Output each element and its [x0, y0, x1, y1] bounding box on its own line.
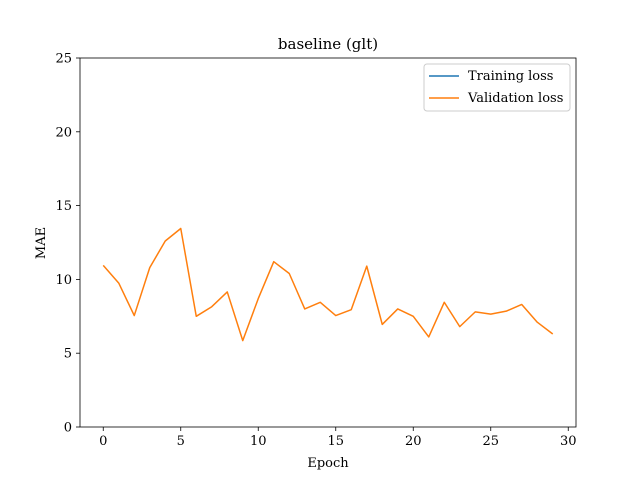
- y-tick-label: 0: [64, 421, 72, 436]
- y-axis-title: MAE: [34, 227, 49, 259]
- series-line-validation-loss: [102, 227, 554, 342]
- legend: Training loss Validation loss: [423, 63, 571, 112]
- plot-area: 0 5 10 15 20 25 30 0 5 10 15 20 25: [55, 52, 576, 450]
- legend-label-validation-loss: Validation loss: [467, 91, 563, 106]
- x-tick-label: 30: [560, 434, 577, 449]
- y-tick-label: 5: [64, 347, 72, 362]
- x-tick-label: 10: [250, 434, 267, 449]
- x-tick-label: 25: [482, 434, 499, 449]
- x-axis-title: Epoch: [307, 456, 349, 471]
- legend-box: [423, 63, 571, 112]
- x-tick-label: 20: [405, 434, 422, 449]
- legend-label-training-loss: Training loss: [468, 69, 553, 84]
- y-tick-label: 10: [55, 273, 72, 288]
- x-tick-label: 5: [177, 434, 185, 449]
- chart-title: baseline (glt): [278, 35, 378, 53]
- y-tick-label: 20: [55, 125, 72, 140]
- y-tick-label: 25: [55, 52, 72, 67]
- x-tick-label: 15: [327, 434, 344, 449]
- y-tick-label: 15: [55, 199, 72, 214]
- axes-frame: [79, 57, 577, 428]
- x-tick-label: 0: [99, 434, 107, 449]
